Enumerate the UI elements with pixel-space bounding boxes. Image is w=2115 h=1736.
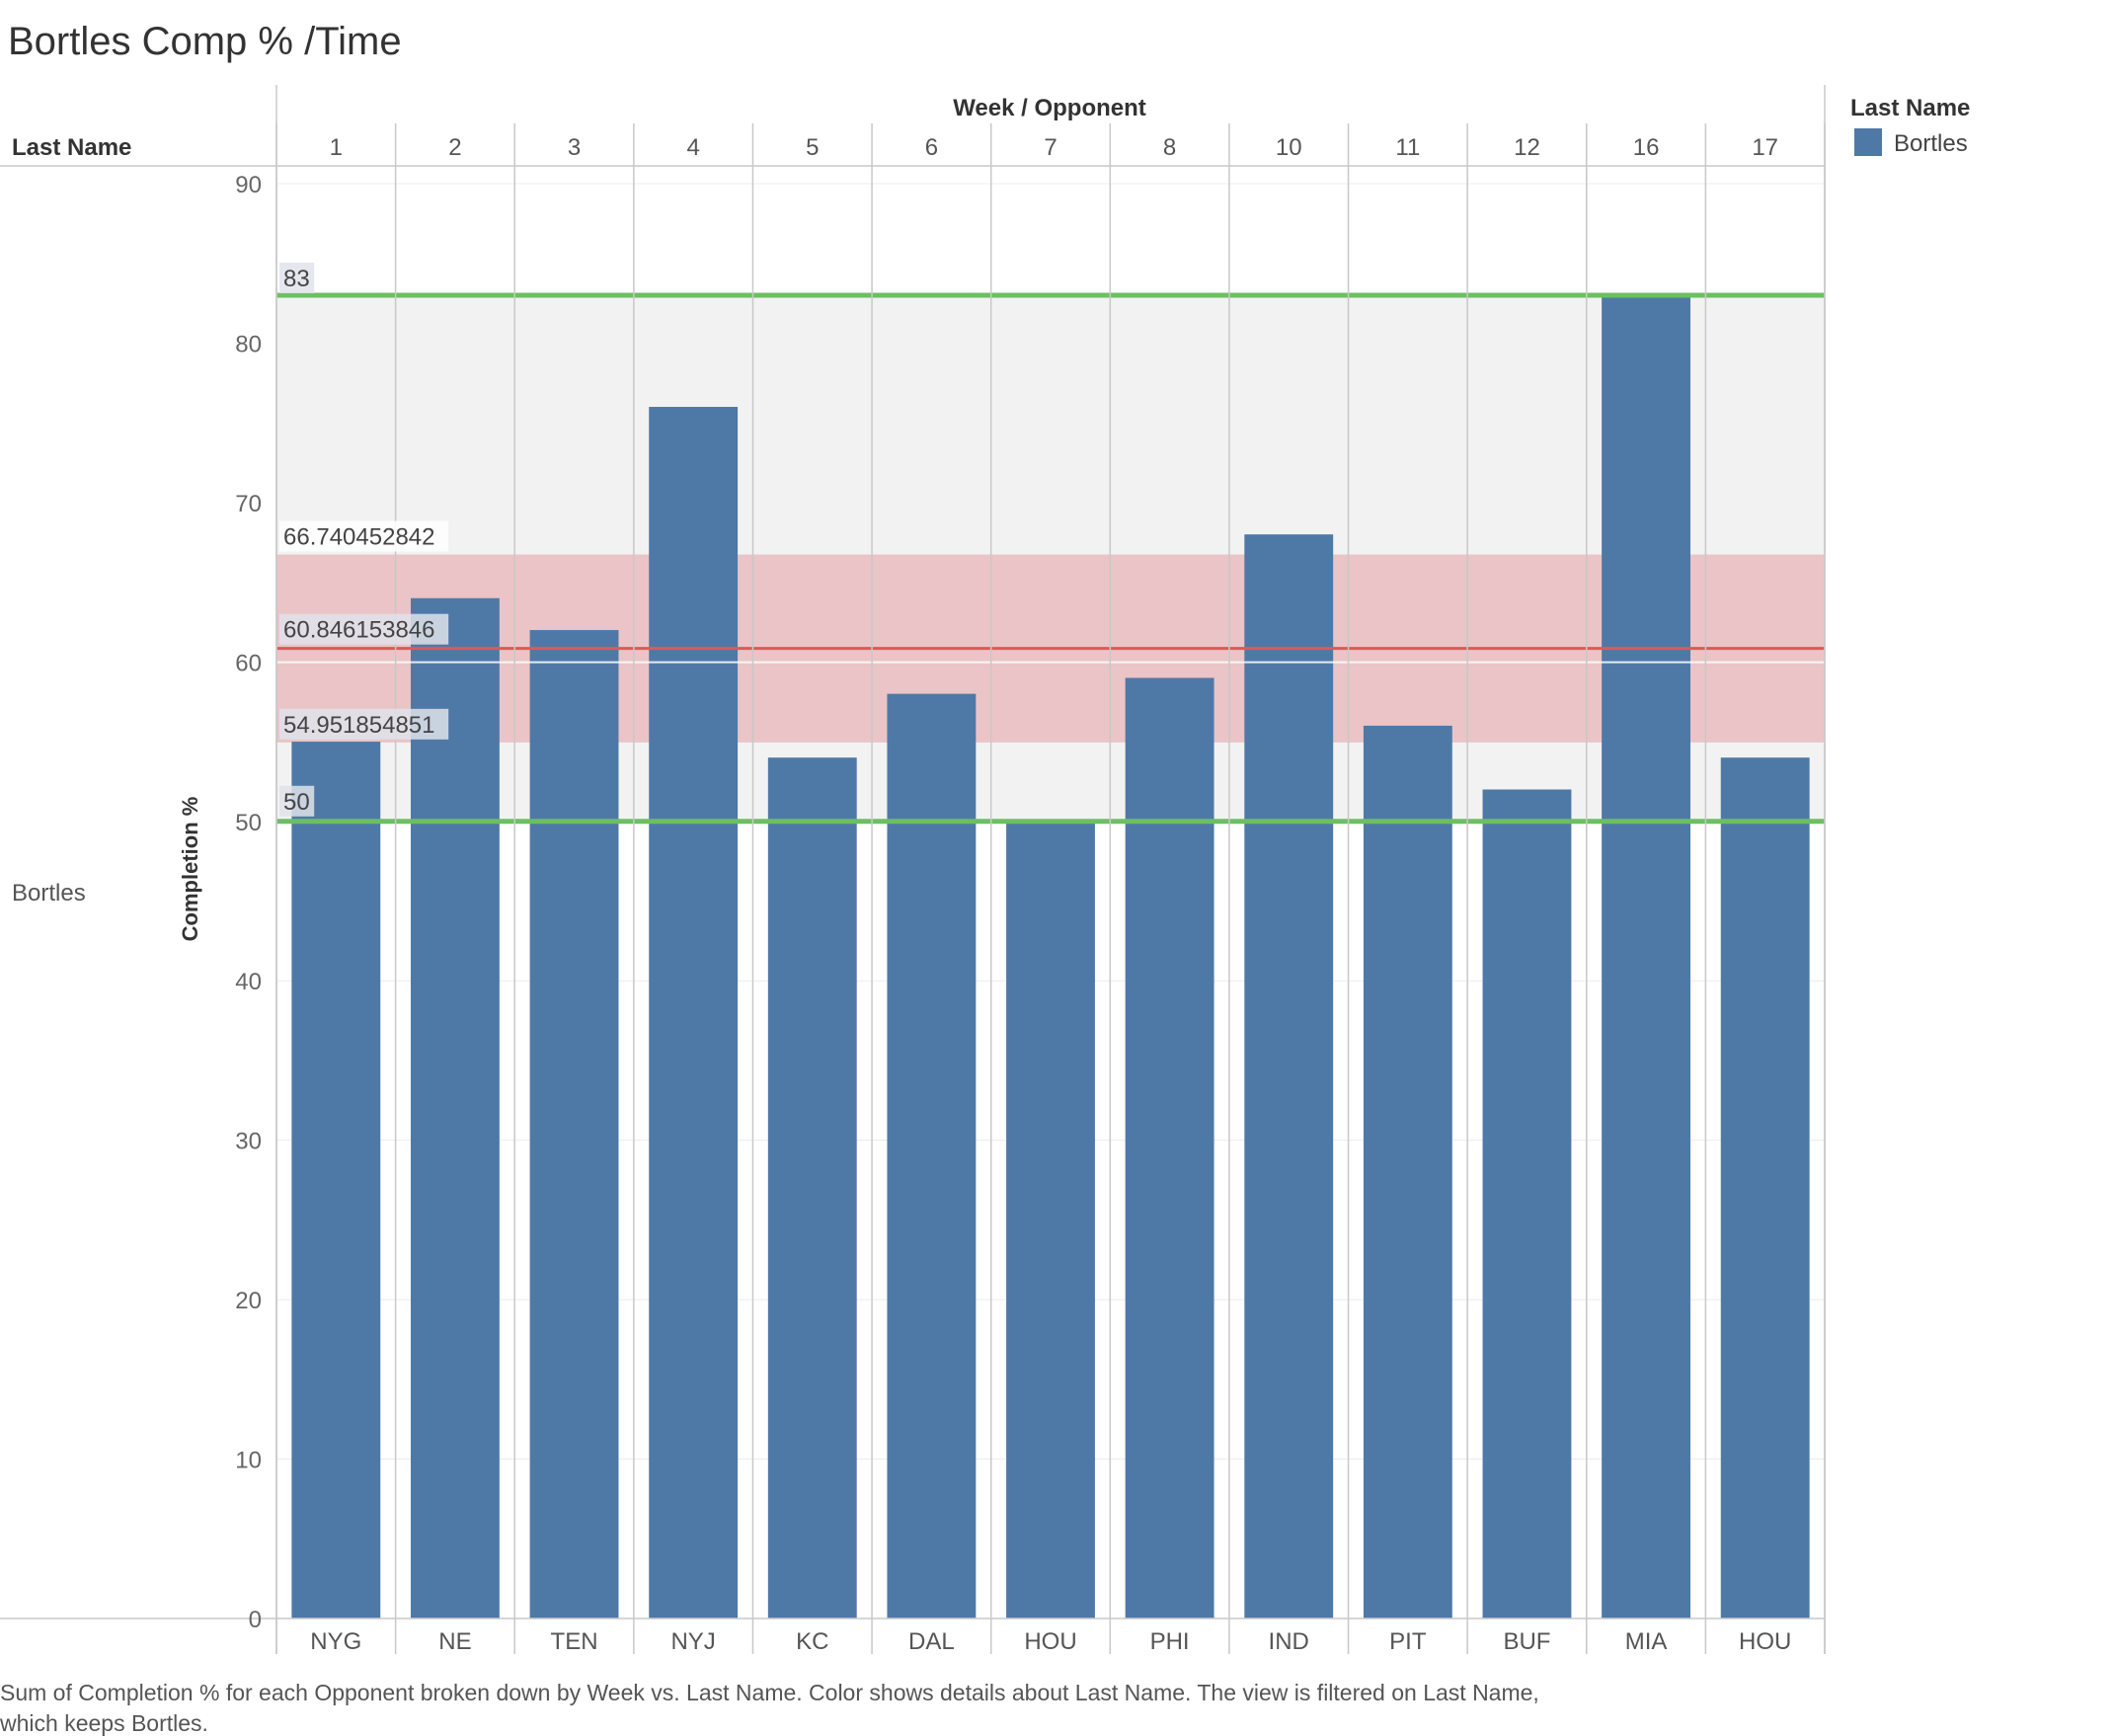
opponent-label-kc-week-5: KC: [796, 1628, 828, 1655]
ref-label-bg-max: [279, 263, 315, 294]
opponent-label-mia-week-16: MIA: [1625, 1628, 1668, 1655]
reference-labels: 83 66.740452842 60.846153846 54.951854851 50: [279, 263, 449, 817]
opponent-label-nyg-week-1: NYG: [310, 1628, 361, 1655]
week-label-1: 1: [330, 134, 343, 161]
y-tick-label-70: 70: [235, 491, 262, 517]
ref-label-bg-mean: [279, 613, 449, 645]
y-tick-label-50: 50: [235, 810, 262, 836]
bar-mia-week-16: [1602, 295, 1691, 1618]
caption: Sum of Completion % for each Opponent br…: [0, 1680, 1539, 1736]
chart-title: Bortles Comp % /Time: [8, 20, 402, 63]
caption-line-1: Sum of Completion % for each Opponent br…: [0, 1680, 1539, 1705]
ref-label-band-upper: 66.740452842: [283, 524, 435, 551]
week-label-2: 2: [448, 134, 461, 161]
bar-ten-week-3: [529, 630, 619, 1618]
ref-label-band-lower: 54.951854851: [283, 712, 435, 739]
bar-phi-week-8: [1125, 677, 1214, 1618]
y-tick-label-0: 0: [249, 1607, 262, 1633]
ref-label-min: 50: [283, 789, 310, 816]
y-axis-label: Completion %: [178, 797, 202, 942]
legend-title: Last Name: [1850, 95, 1970, 121]
bar-hou-week-7: [1006, 821, 1095, 1618]
bar-pit-week-11: [1363, 725, 1452, 1618]
ref-label-mean: 60.846153846: [283, 617, 435, 644]
y-tick-label-80: 80: [235, 331, 262, 357]
y-tick-label-30: 30: [235, 1129, 262, 1155]
opponent-label-buf-week-12: BUF: [1503, 1628, 1550, 1655]
bar-dal-week-6: [887, 693, 977, 1618]
legend: Last Name Bortles: [1850, 95, 1970, 157]
opponent-label-nyj-week-4: NYJ: [670, 1628, 715, 1655]
y-tick-label-10: 10: [235, 1448, 262, 1474]
week-label-11: 11: [1395, 134, 1420, 161]
bar-kc-week-5: [767, 757, 857, 1618]
opponent-label-phi-week-8: PHI: [1150, 1628, 1190, 1655]
week-label-17: 17: [1752, 134, 1778, 161]
ref-label-max: 83: [283, 266, 310, 292]
opponent-label-pit-week-11: PIT: [1389, 1628, 1427, 1655]
y-tick-label-90: 90: [235, 172, 262, 198]
week-label-7: 7: [1044, 134, 1057, 161]
opponent-label-ne-week-2: NE: [438, 1628, 471, 1655]
week-label-4: 4: [686, 134, 699, 161]
ref-label-bg-min: [279, 785, 315, 817]
legend-item-bortles[interactable]: Bortles: [1894, 130, 1968, 157]
y-tick-label-60: 60: [235, 650, 262, 676]
reference-bands: [276, 295, 1825, 822]
bars: [291, 295, 1810, 1619]
y-tick-label-40: 40: [235, 969, 262, 995]
bar-buf-week-12: [1482, 789, 1572, 1618]
week-label-10: 10: [1276, 134, 1302, 161]
week-label-8: 8: [1163, 134, 1176, 161]
legend-swatch-bortles[interactable]: [1854, 128, 1882, 156]
column-header: Week / Opponent: [953, 95, 1146, 121]
reference-lines: [276, 292, 1825, 825]
opponent-label-hou-week-7: HOU: [1024, 1628, 1076, 1655]
week-label-12: 12: [1514, 134, 1540, 161]
bar-hou-week-17: [1720, 757, 1810, 1618]
bar-nyg-week-1: [291, 742, 381, 1618]
bar-nyj-week-4: [649, 407, 739, 1618]
week-label-5: 5: [806, 134, 819, 161]
opponent-label-hou-week-17: HOU: [1739, 1628, 1791, 1655]
frame: [0, 85, 1826, 1654]
opponent-label-ind-week-10: IND: [1269, 1628, 1309, 1655]
ref-label-bg-band-lower: [279, 708, 449, 740]
week-label-16: 16: [1633, 134, 1660, 161]
opponent-label-dal-week-6: DAL: [908, 1628, 955, 1655]
opponent-label-ten-week-3: TEN: [551, 1628, 598, 1655]
y-tick-label-20: 20: [235, 1288, 262, 1314]
ref-label-bg-band-upper: [279, 520, 449, 552]
opponent-labels: NYG NE TEN NYJ KC DAL HOU PHI IND PIT BUF MIA HOU: [310, 1628, 1791, 1655]
bar-ne-week-2: [410, 597, 500, 1618]
week-headers: 1 2 3 4 5 6 7 8 10 11 12 16 17: [330, 134, 1778, 161]
week-label-3: 3: [568, 134, 581, 161]
caption-line-2: which keeps Bortles.: [0, 1710, 208, 1736]
bar-ind-week-10: [1244, 534, 1334, 1619]
week-label-6: 6: [925, 134, 938, 161]
y-axis-ticks: 0 10 20 30 40 50 60 70 80 90: [235, 172, 262, 1633]
row-label: Bortles: [12, 880, 86, 907]
row-header: Last Name: [12, 134, 131, 161]
